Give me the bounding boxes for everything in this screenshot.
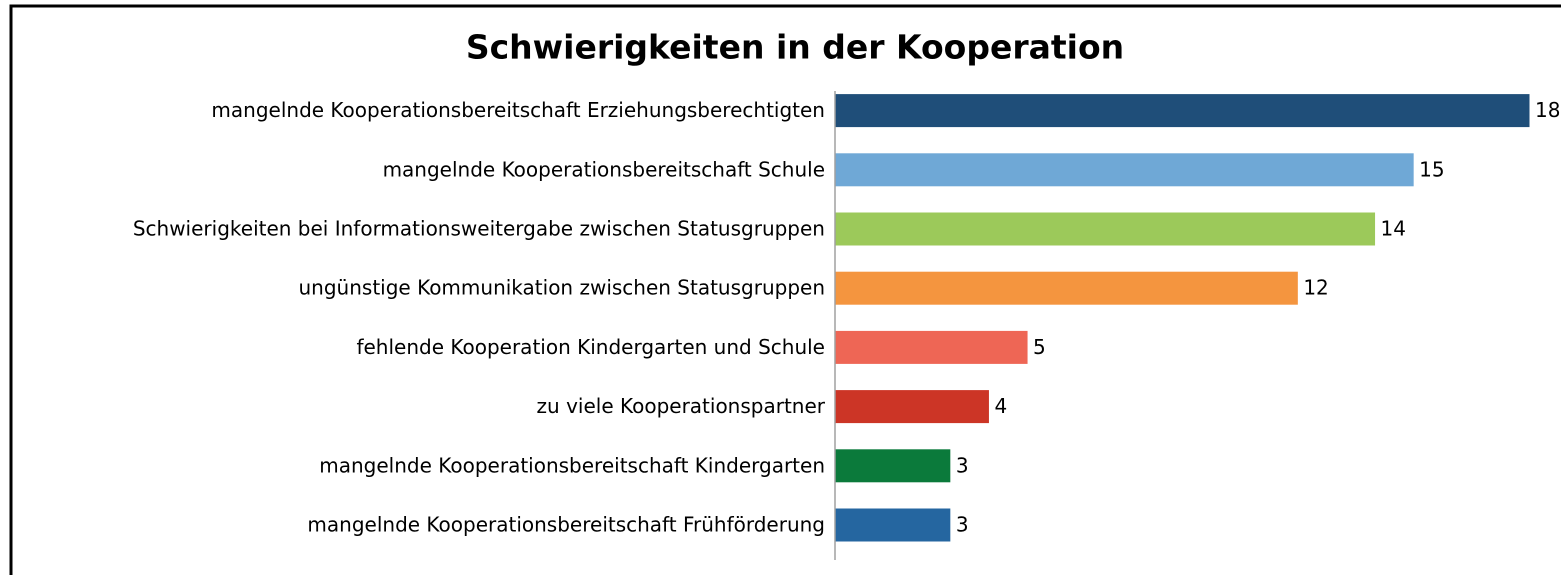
category-label: mangelnde Kooperationsbereitschaft Frühf… [307, 513, 825, 537]
bar [834, 507, 952, 543]
bar [834, 389, 990, 425]
value-label: 3 [956, 453, 969, 477]
category-label: fehlende Kooperation Kindergarten und Sc… [356, 335, 825, 359]
value-label: 18 [1535, 98, 1560, 122]
value-label: 14 [1381, 217, 1406, 241]
category-label: Schwierigkeiten bei Informationsweiterga… [133, 217, 825, 241]
category-label: mangelnde Kooperationsbereitschaft Kinde… [319, 453, 825, 477]
value-label: 3 [956, 513, 969, 537]
category-label: mangelnde Kooperationsbereitschaft Schul… [383, 157, 825, 181]
bar [834, 270, 1299, 306]
bar [834, 211, 1377, 247]
category-label: zu viele Kooperationspartner [537, 394, 826, 418]
value-label: 4 [994, 394, 1007, 418]
bar [834, 93, 1531, 129]
value-label: 15 [1419, 157, 1444, 181]
category-label: ungünstige Kommunikation zwischen Status… [299, 276, 826, 300]
bar [834, 329, 1029, 365]
category-label: mangelnde Kooperationsbereitschaft Erzie… [211, 98, 825, 122]
bar [834, 448, 952, 484]
chart-frame [9, 4, 1561, 575]
value-label: 12 [1303, 276, 1328, 300]
value-label: 5 [1033, 335, 1046, 359]
bar [834, 152, 1415, 188]
chart-title: Schwierigkeiten in der Kooperation [466, 28, 1124, 67]
